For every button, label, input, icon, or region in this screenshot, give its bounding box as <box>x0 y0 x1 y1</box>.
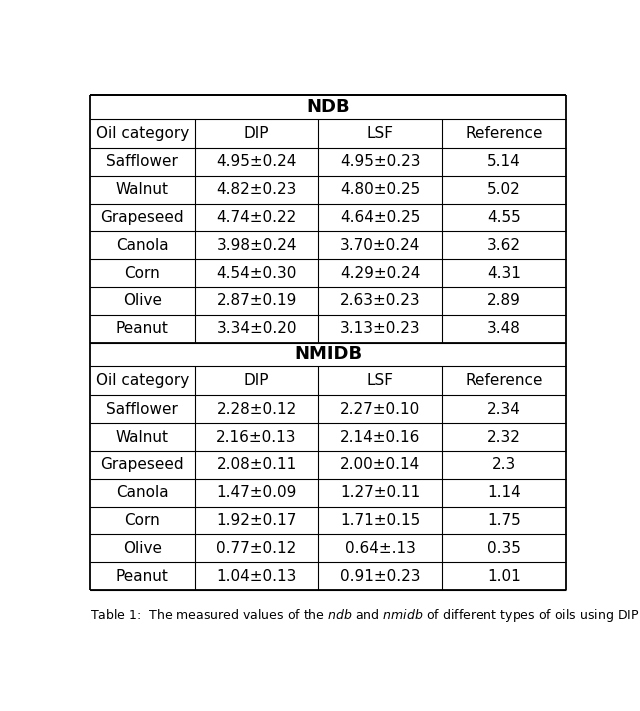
Text: NDB: NDB <box>306 98 350 116</box>
Text: 3.34±0.20: 3.34±0.20 <box>216 321 297 336</box>
Text: Canola: Canola <box>116 237 168 253</box>
Text: Table 1:  The measured values of the $\it{ndb}$ and $\it{nmidb}$ of different ty: Table 1: The measured values of the $\it… <box>90 606 640 624</box>
Text: 1.01: 1.01 <box>487 569 521 584</box>
Text: NMIDB: NMIDB <box>294 346 362 363</box>
Text: DIP: DIP <box>244 373 269 388</box>
Text: 0.64±.13: 0.64±.13 <box>345 541 416 556</box>
Text: 2.14±0.16: 2.14±0.16 <box>340 429 420 444</box>
Text: 1.27±0.11: 1.27±0.11 <box>340 486 420 501</box>
Text: 2.3: 2.3 <box>492 457 516 473</box>
Text: Reference: Reference <box>465 126 543 141</box>
Text: Corn: Corn <box>124 513 160 528</box>
Text: DIP: DIP <box>244 126 269 141</box>
Text: 1.47±0.09: 1.47±0.09 <box>216 486 297 501</box>
Text: 1.14: 1.14 <box>487 486 521 501</box>
Text: 4.29±0.24: 4.29±0.24 <box>340 266 420 281</box>
Text: 2.89: 2.89 <box>487 294 521 309</box>
Text: 2.08±0.11: 2.08±0.11 <box>216 457 297 473</box>
Text: 5.02: 5.02 <box>487 182 521 197</box>
Text: Reference: Reference <box>465 373 543 388</box>
Text: 3.13±0.23: 3.13±0.23 <box>340 321 420 336</box>
Text: Walnut: Walnut <box>116 182 169 197</box>
Text: 3.70±0.24: 3.70±0.24 <box>340 237 420 253</box>
Text: Walnut: Walnut <box>116 429 169 444</box>
Text: 1.92±0.17: 1.92±0.17 <box>216 513 297 528</box>
Text: 4.64±0.25: 4.64±0.25 <box>340 210 420 225</box>
Text: Olive: Olive <box>123 541 162 556</box>
Text: 4.55: 4.55 <box>487 210 521 225</box>
Text: 0.91±0.23: 0.91±0.23 <box>340 569 420 584</box>
Text: 4.82±0.23: 4.82±0.23 <box>216 182 297 197</box>
Text: 2.32: 2.32 <box>487 429 521 444</box>
Text: 4.95±0.23: 4.95±0.23 <box>340 154 420 169</box>
Text: 4.95±0.24: 4.95±0.24 <box>216 154 297 169</box>
Text: Oil category: Oil category <box>95 373 189 388</box>
Text: 0.35: 0.35 <box>487 541 521 556</box>
Text: 2.00±0.14: 2.00±0.14 <box>340 457 420 473</box>
Text: 5.14: 5.14 <box>487 154 521 169</box>
Text: LSF: LSF <box>367 126 394 141</box>
Text: Canola: Canola <box>116 486 168 501</box>
Text: Peanut: Peanut <box>116 569 169 584</box>
Text: 3.98±0.24: 3.98±0.24 <box>216 237 297 253</box>
Text: 1.04±0.13: 1.04±0.13 <box>216 569 297 584</box>
Text: Corn: Corn <box>124 266 160 281</box>
Text: 0.77±0.12: 0.77±0.12 <box>216 541 297 556</box>
Text: Grapeseed: Grapeseed <box>100 457 184 473</box>
Text: Safflower: Safflower <box>106 154 178 169</box>
Text: 2.16±0.13: 2.16±0.13 <box>216 429 297 444</box>
Text: LSF: LSF <box>367 373 394 388</box>
Text: Olive: Olive <box>123 294 162 309</box>
Text: 4.54±0.30: 4.54±0.30 <box>216 266 297 281</box>
Text: Grapeseed: Grapeseed <box>100 210 184 225</box>
Text: 2.27±0.10: 2.27±0.10 <box>340 402 420 417</box>
Text: 4.80±0.25: 4.80±0.25 <box>340 182 420 197</box>
Text: 4.74±0.22: 4.74±0.22 <box>216 210 297 225</box>
Text: 1.71±0.15: 1.71±0.15 <box>340 513 420 528</box>
Text: 3.48: 3.48 <box>487 321 521 336</box>
Text: Oil category: Oil category <box>95 126 189 141</box>
Text: 2.28±0.12: 2.28±0.12 <box>216 402 297 417</box>
Text: Peanut: Peanut <box>116 321 169 336</box>
Text: Safflower: Safflower <box>106 402 178 417</box>
Text: 1.75: 1.75 <box>487 513 521 528</box>
Text: 2.87±0.19: 2.87±0.19 <box>216 294 297 309</box>
Text: 2.63±0.23: 2.63±0.23 <box>340 294 420 309</box>
Text: 4.31: 4.31 <box>487 266 521 281</box>
Text: 2.34: 2.34 <box>487 402 521 417</box>
Text: 3.62: 3.62 <box>487 237 521 253</box>
